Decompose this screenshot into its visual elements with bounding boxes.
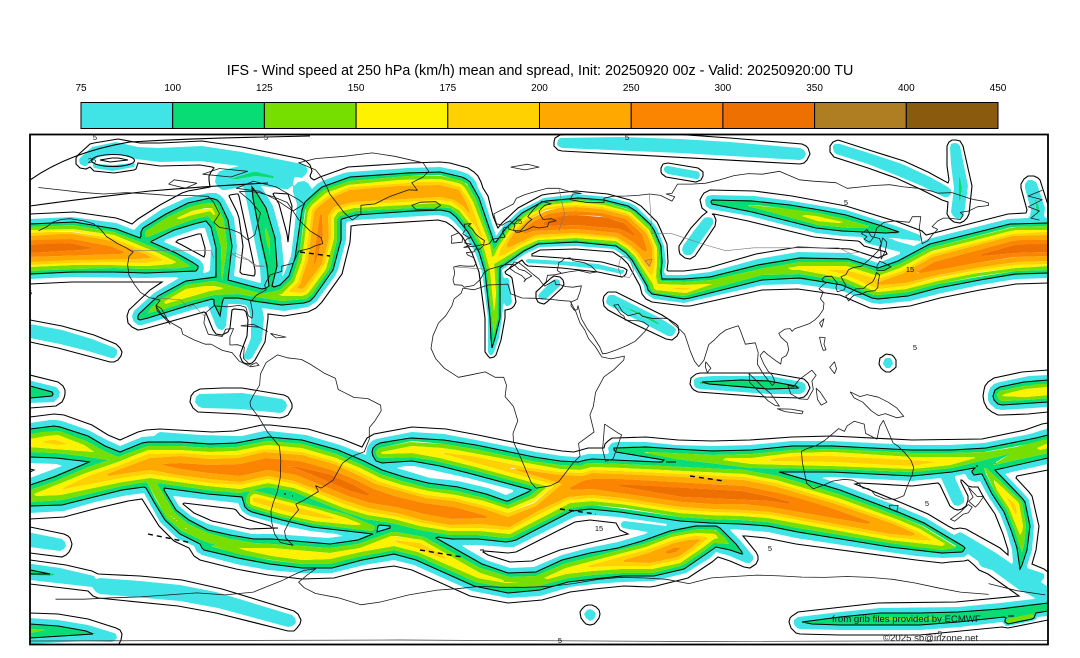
svg-text:25: 25: [88, 156, 96, 165]
svg-text:5: 5: [558, 636, 562, 645]
svg-text:5: 5: [938, 629, 942, 638]
svg-text:5: 5: [28, 288, 32, 297]
svg-text:5: 5: [264, 133, 268, 142]
svg-text:5: 5: [925, 499, 929, 508]
svg-text:5: 5: [625, 133, 629, 142]
svg-text:15: 15: [906, 265, 914, 274]
svg-text:5: 5: [844, 198, 848, 207]
svg-text:5: 5: [768, 544, 772, 553]
svg-text:25: 25: [514, 217, 522, 226]
svg-text:5: 5: [913, 343, 917, 352]
svg-text:15: 15: [595, 524, 603, 533]
svg-text:5: 5: [93, 133, 97, 142]
